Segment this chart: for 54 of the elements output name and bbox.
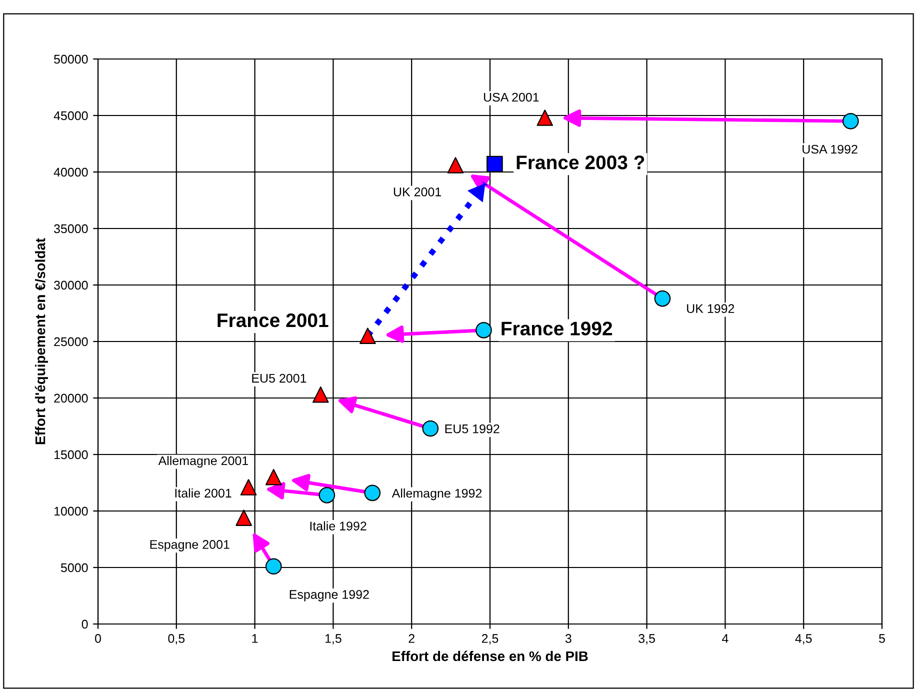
- y-tick-label: 30000: [54, 280, 88, 290]
- point: [318, 487, 336, 504]
- y-axis-title: Effort d'équipement en €/soldat: [34, 238, 48, 444]
- annotation: USA 2001: [484, 92, 539, 102]
- point: [476, 322, 492, 338]
- point: [536, 110, 554, 126]
- y-tick-label: 40000: [54, 168, 88, 177]
- annotation: Espagne 2001: [150, 540, 230, 552]
- x-tick-label: 2,5: [482, 634, 498, 644]
- y-tick-label: 45000: [54, 111, 88, 120]
- y-tick-label: 10000: [54, 506, 88, 516]
- y-tick-label: 35000: [54, 224, 88, 234]
- annotation: Allemagne 2001: [158, 456, 248, 468]
- annotation: Espagne 1992: [290, 590, 369, 602]
- x-tick-label: 3,5: [638, 634, 655, 644]
- annotation: France 2001: [218, 313, 328, 328]
- annotation: EU5 2001: [252, 374, 306, 383]
- annotation: Allemagne 1992: [392, 488, 482, 500]
- point: [422, 420, 439, 437]
- y-tick-label: 15000: [54, 450, 88, 460]
- x-axis-title: Effort de défense en % de PIB: [392, 650, 588, 662]
- point: [654, 290, 671, 307]
- point: [312, 386, 329, 403]
- y-tick-label: 20000: [54, 394, 88, 403]
- point: [360, 328, 376, 344]
- annotation: UK 1992: [687, 304, 734, 314]
- point: [236, 510, 252, 526]
- annotation: Italie 1992: [310, 521, 366, 530]
- x-tick-label: 5: [879, 634, 885, 643]
- point: [265, 558, 282, 575]
- y-tick-label: 25000: [54, 337, 88, 346]
- point: [486, 156, 503, 172]
- x-tick-label: 4,5: [795, 634, 812, 644]
- point: [240, 479, 257, 496]
- annotation: EU5 1992: [445, 424, 500, 434]
- x-tick-label: 1: [252, 634, 258, 643]
- x-tick-label: 1,5: [325, 634, 342, 644]
- x-tick-label: 3: [565, 634, 572, 643]
- point: [842, 112, 859, 130]
- annotation: UK 2001: [394, 188, 442, 196]
- point: [364, 484, 381, 502]
- y-tick-label: 0: [82, 620, 88, 629]
- annotation: USA 1992: [802, 144, 858, 154]
- x-tick-label: 4: [722, 634, 728, 643]
- y-tick-label: 50000: [54, 54, 88, 64]
- x-tick-label: 0,5: [168, 634, 185, 644]
- annotation: France 2003 ?: [516, 156, 644, 170]
- x-tick-label: 0: [95, 634, 101, 643]
- point: [265, 468, 282, 486]
- annotation: Italie 2001: [175, 488, 232, 498]
- point: [447, 157, 464, 174]
- annotation: France 1992: [502, 322, 612, 336]
- x-tick-label: 2: [408, 634, 414, 643]
- y-tick-label: 5000: [60, 563, 88, 572]
